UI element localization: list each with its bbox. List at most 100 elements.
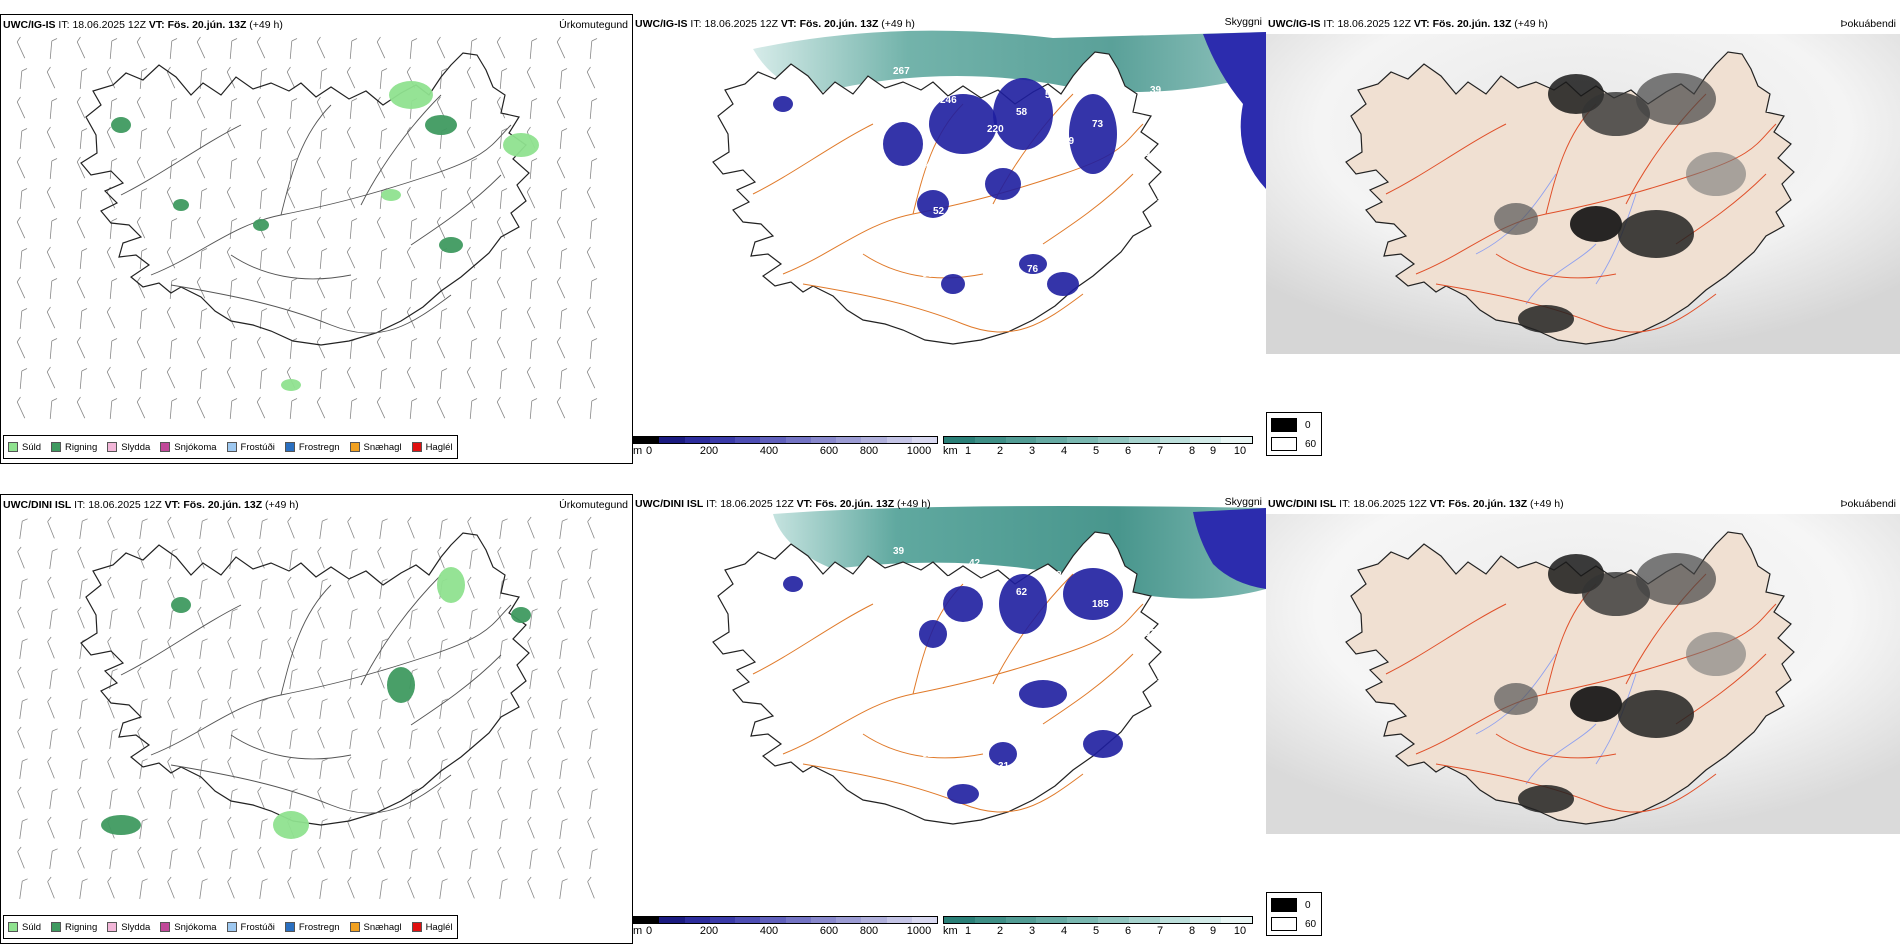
wind-barb-tick xyxy=(347,636,352,642)
wind-barb-tick xyxy=(232,668,238,672)
wind-barb xyxy=(347,756,355,779)
colorbar-segment xyxy=(1190,437,1222,443)
wind-barb-shaft xyxy=(529,400,533,420)
wind-barb xyxy=(47,516,55,539)
wind-barb-shaft xyxy=(226,71,236,89)
wind-barb xyxy=(19,818,28,839)
wind-barb-tick xyxy=(21,368,28,372)
wind-barb xyxy=(107,876,115,899)
wind-barb xyxy=(46,186,56,209)
wind-barb-shaft xyxy=(197,551,205,569)
colorbar-segment xyxy=(785,437,811,443)
wind-barb xyxy=(377,666,385,689)
wind-barb-tick xyxy=(231,98,238,102)
wind-barb-shaft xyxy=(227,701,235,719)
wind-barb xyxy=(259,308,268,330)
wind-barb-shaft xyxy=(406,191,416,209)
wind-barb-tick xyxy=(226,66,231,73)
wind-barb-tick xyxy=(532,548,538,552)
wind-barb xyxy=(49,38,58,60)
wind-barb xyxy=(349,788,358,809)
wind-barb-tick xyxy=(351,38,358,42)
wind-barb-shaft xyxy=(469,100,473,120)
wind-barb-tick xyxy=(381,68,388,72)
wind-barb-tick xyxy=(231,338,238,342)
wind-barb-shaft xyxy=(409,280,413,300)
fog-map-row1 xyxy=(1266,34,1900,354)
wind-barb-shaft xyxy=(589,40,593,60)
wind-barb xyxy=(289,608,298,629)
wind-barb-tick xyxy=(111,398,118,402)
wind-barb xyxy=(499,128,508,150)
wind-barb-tick xyxy=(347,516,352,522)
wind-barb-shaft xyxy=(559,881,563,899)
wind-barb xyxy=(227,876,235,899)
wind-barb-tick xyxy=(381,308,388,312)
wind-barb-tick xyxy=(81,248,88,252)
road-line xyxy=(280,584,332,696)
wind-barb-shaft xyxy=(439,190,443,210)
wind-barb xyxy=(167,576,175,599)
road-line xyxy=(170,284,452,334)
wind-barb xyxy=(256,336,266,359)
wind-barb-shaft xyxy=(229,100,233,120)
wind-barb-tick xyxy=(167,516,172,522)
wind-barb-tick xyxy=(556,36,561,43)
wind-barb-shaft xyxy=(167,581,175,599)
wind-barb xyxy=(559,518,568,539)
wind-barb xyxy=(436,216,446,239)
cloud-base-label: 301 xyxy=(1139,628,1156,639)
wind-barb xyxy=(109,788,118,809)
wind-barb-tick xyxy=(261,308,268,312)
wind-barb xyxy=(47,816,55,839)
wind-barb-tick xyxy=(586,186,591,193)
wind-barb xyxy=(289,158,298,180)
wind-barb-tick xyxy=(257,726,262,732)
wind-barb xyxy=(466,186,476,209)
wind-barb-tick xyxy=(81,68,88,72)
wind-barb xyxy=(349,218,358,240)
wind-barb xyxy=(229,728,238,749)
wind-barb-shaft xyxy=(167,761,175,779)
wind-barb-shaft xyxy=(499,370,503,390)
wind-barb-shaft xyxy=(559,641,563,659)
wind-barb-tick xyxy=(496,336,501,343)
wind-barb xyxy=(349,398,358,420)
wind-barb-shaft xyxy=(467,881,475,899)
wind-barb-tick xyxy=(17,606,22,612)
wind-barb xyxy=(167,516,175,539)
cloud-base-label: 14 xyxy=(1168,131,1180,142)
wind-barb-tick xyxy=(171,38,178,42)
wind-barb-shaft xyxy=(166,251,176,269)
wind-barb xyxy=(109,728,118,749)
wind-barb-tick xyxy=(472,788,478,792)
wind-barb-tick xyxy=(556,96,561,103)
wind-barb-shaft xyxy=(229,611,233,629)
wind-barb-shaft xyxy=(76,101,86,119)
wind-barb-shaft xyxy=(137,671,145,689)
wind-barb-shaft xyxy=(316,221,326,239)
wind-barb-shaft xyxy=(289,100,293,120)
cloud-base-area xyxy=(883,122,923,166)
colorbar-segment xyxy=(684,917,710,923)
wind-barb-shaft xyxy=(317,731,325,749)
wind-barb-shaft xyxy=(229,551,233,569)
wind-barb xyxy=(556,156,566,179)
wind-barb-tick xyxy=(527,756,532,762)
road-line xyxy=(1495,253,1617,279)
wind-barb-shaft xyxy=(376,281,386,299)
wind-barb xyxy=(557,726,565,749)
wind-barb xyxy=(19,758,28,779)
panel-header: UWC/IG-IS IT: 18.06.2025 12Z VT: Fös. 20… xyxy=(1268,18,1548,30)
wind-barb-shaft xyxy=(347,641,355,659)
wind-barb xyxy=(586,66,596,89)
fog-area xyxy=(1686,152,1746,196)
cloud-base-label: 105 xyxy=(1074,73,1091,84)
wind-barb-shaft xyxy=(109,100,113,120)
wind-barb xyxy=(136,96,146,119)
wind-barb-tick xyxy=(16,276,21,283)
wind-barb xyxy=(467,516,475,539)
wind-barb-tick xyxy=(292,608,298,612)
wind-barb-tick xyxy=(82,518,88,522)
wind-barb-tick xyxy=(556,336,561,343)
